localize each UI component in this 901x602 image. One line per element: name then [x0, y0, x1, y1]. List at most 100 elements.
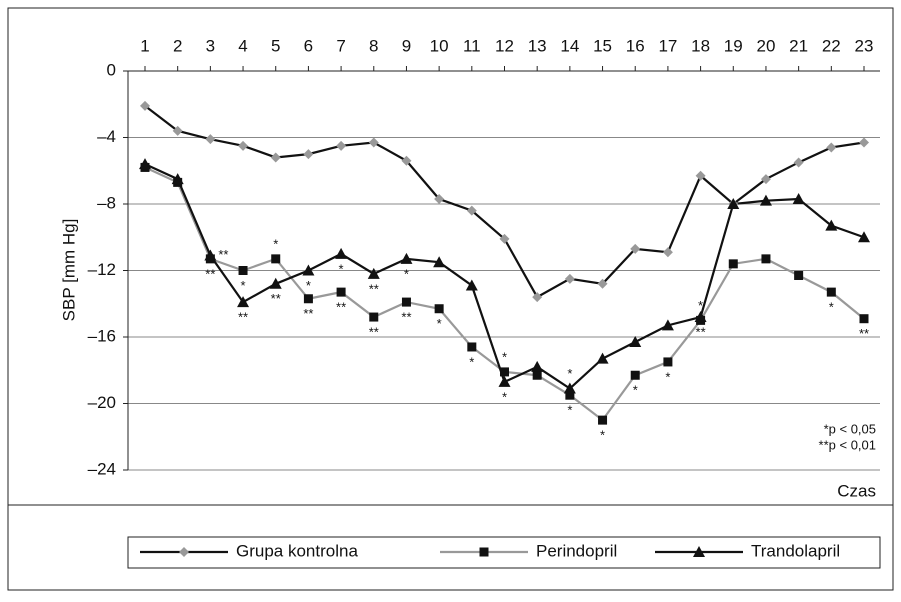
- x-tick-label: 7: [336, 36, 345, 55]
- marker: [367, 267, 380, 279]
- marker: [204, 249, 217, 261]
- marker: [479, 547, 489, 557]
- marker: [695, 170, 706, 181]
- marker: [238, 140, 249, 151]
- significance: **: [205, 266, 215, 281]
- marker: [369, 312, 379, 322]
- legend-label: Perindopril: [536, 541, 617, 560]
- marker: [400, 252, 413, 264]
- significance: *: [502, 389, 507, 404]
- significance: *: [241, 278, 246, 293]
- marker: [140, 100, 150, 111]
- significance: *: [469, 354, 474, 369]
- legend-label: Grupa kontrolna: [236, 541, 358, 560]
- significance: **: [859, 326, 869, 341]
- marker: [597, 278, 608, 289]
- y-tick-label: –20: [88, 393, 116, 412]
- marker: [434, 194, 445, 205]
- y-tick-label: –24: [88, 459, 116, 478]
- x-tick-label: 10: [430, 36, 449, 55]
- x-tick-label: 11: [463, 36, 481, 55]
- significance: *: [567, 403, 572, 418]
- significance: **: [218, 247, 228, 262]
- marker: [269, 277, 282, 289]
- marker: [302, 264, 315, 276]
- marker: [563, 382, 576, 394]
- x-tick-label: 13: [528, 36, 547, 55]
- significance: **: [369, 324, 379, 339]
- marker: [434, 304, 444, 314]
- marker: [500, 367, 509, 377]
- x-tick-label: 15: [593, 36, 612, 55]
- x-tick-label: 19: [724, 36, 743, 55]
- legend-box: [127, 536, 881, 569]
- significance: **: [238, 310, 248, 325]
- x-tick-label: 14: [560, 36, 579, 55]
- significance: **: [271, 291, 281, 306]
- x-axis-label: Czas: [837, 481, 876, 500]
- marker: [630, 370, 640, 380]
- y-tick-label: –4: [97, 127, 116, 146]
- legend-label: Trandolapril: [751, 541, 840, 560]
- marker: [401, 155, 412, 166]
- significance: *: [339, 261, 344, 276]
- x-tick-label: 12: [495, 36, 514, 55]
- significance: *: [600, 428, 605, 443]
- marker: [172, 125, 183, 136]
- y-tick-label: 0: [107, 60, 116, 79]
- significance: **: [696, 324, 706, 339]
- x-tick-label: 17: [658, 36, 677, 55]
- y-tick-label: –16: [88, 326, 116, 345]
- marker: [826, 287, 836, 297]
- marker: [179, 547, 189, 557]
- marker: [859, 137, 869, 148]
- marker: [858, 231, 870, 243]
- significance: *: [273, 236, 278, 251]
- marker: [368, 137, 379, 148]
- x-tick-label: 22: [822, 36, 841, 55]
- marker: [630, 243, 641, 254]
- marker: [498, 375, 511, 387]
- marker: [793, 157, 804, 168]
- marker: [303, 294, 313, 304]
- marker: [728, 259, 738, 269]
- significance: *: [633, 383, 638, 398]
- marker: [794, 270, 804, 280]
- marker: [759, 194, 772, 206]
- marker: [433, 256, 446, 268]
- x-tick-label: 6: [304, 36, 313, 55]
- marker: [564, 273, 575, 284]
- marker: [465, 279, 478, 291]
- x-tick-label: 8: [369, 36, 378, 55]
- marker: [825, 219, 838, 231]
- marker: [335, 247, 348, 259]
- marker: [694, 311, 707, 323]
- marker: [761, 254, 771, 264]
- marker: [792, 193, 805, 205]
- marker: [270, 152, 281, 163]
- significance: *: [404, 266, 409, 281]
- marker: [532, 292, 543, 303]
- marker: [859, 314, 869, 324]
- marker: [629, 335, 642, 347]
- marker: [303, 149, 314, 160]
- marker: [596, 352, 609, 364]
- marker: [466, 205, 477, 216]
- marker: [499, 233, 510, 244]
- marker: [662, 247, 673, 258]
- marker: [336, 140, 347, 151]
- x-tick-label: 18: [691, 36, 710, 55]
- marker: [238, 266, 248, 275]
- x-tick-label: 21: [789, 36, 808, 55]
- marker: [237, 296, 250, 308]
- y-tick-label: –8: [97, 193, 116, 212]
- x-tick-label: 23: [855, 36, 874, 55]
- marker: [663, 357, 673, 367]
- marker: [565, 390, 575, 400]
- marker: [205, 134, 216, 145]
- marker: [271, 254, 281, 264]
- x-tick-label: 16: [626, 36, 645, 55]
- note: **p < 0,01: [819, 437, 876, 452]
- x-tick-label: 2: [173, 36, 182, 55]
